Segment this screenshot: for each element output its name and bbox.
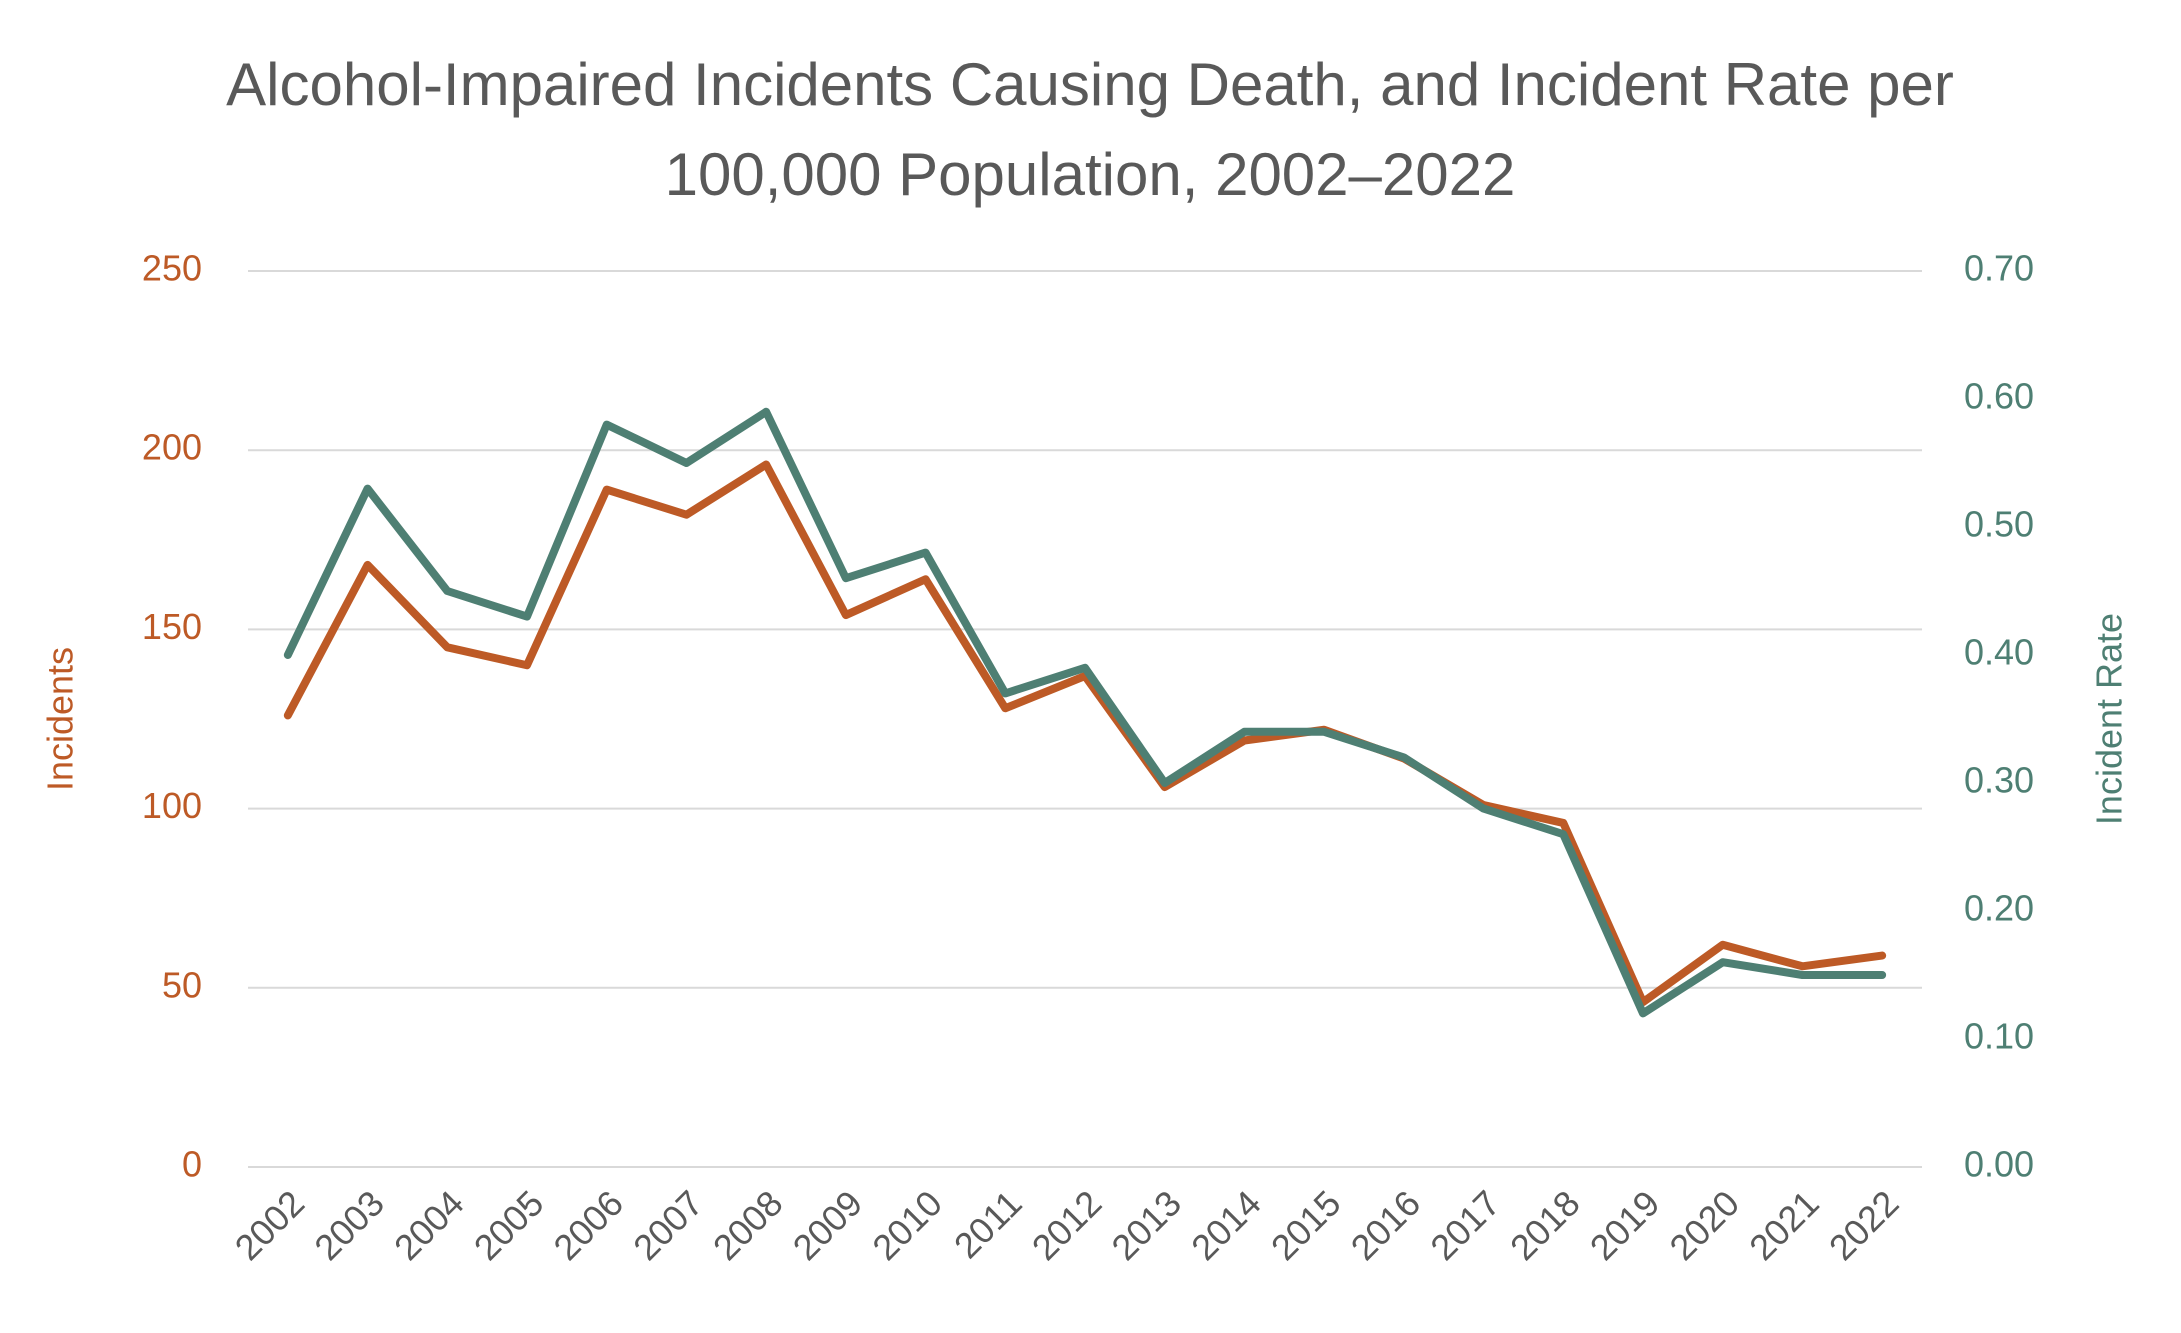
x-tick-label: 2007 bbox=[625, 1182, 711, 1268]
y-tick-label: 50 bbox=[162, 964, 202, 1005]
y2-tick-label: 0.00 bbox=[1964, 1144, 2034, 1185]
x-tick-label: 2013 bbox=[1103, 1182, 1189, 1268]
x-tick-label: 2022 bbox=[1821, 1182, 1907, 1268]
y2-tick-label: 0.60 bbox=[1964, 376, 2034, 417]
y2-tick-label: 0.40 bbox=[1964, 632, 2034, 673]
x-tick-label: 2019 bbox=[1582, 1182, 1668, 1268]
chart-title: Alcohol-Impaired Incidents Causing Death… bbox=[226, 51, 1954, 208]
y-tick-label: 150 bbox=[142, 606, 202, 647]
y2-tick-label: 0.30 bbox=[1964, 760, 2034, 801]
x-tick-label: 2014 bbox=[1183, 1182, 1269, 1268]
y-tick-label: 250 bbox=[142, 248, 202, 289]
x-tick-label: 2009 bbox=[785, 1182, 871, 1268]
series-line bbox=[283, 460, 1887, 1007]
y2-tick-label: 0.70 bbox=[1964, 248, 2034, 289]
x-tick-label: 2008 bbox=[705, 1182, 791, 1268]
y2-tick-label: 0.10 bbox=[1964, 1016, 2034, 1057]
x-tick-label: 2005 bbox=[466, 1182, 552, 1268]
y-tick-label: 100 bbox=[142, 785, 202, 826]
x-tick-label: 2017 bbox=[1422, 1182, 1508, 1268]
series-line bbox=[283, 407, 1887, 1018]
x-tick-label: 2011 bbox=[946, 1182, 1030, 1266]
x-tick-label: 2006 bbox=[545, 1182, 631, 1268]
x-tick-label: 2020 bbox=[1661, 1182, 1747, 1268]
x-tick-label: 2012 bbox=[1024, 1182, 1110, 1268]
x-tick-label: 2004 bbox=[386, 1182, 472, 1268]
y-axis-title: Incidents bbox=[40, 647, 81, 791]
y-tick-label: 0 bbox=[182, 1144, 202, 1185]
y2-tick-label: 0.20 bbox=[1964, 888, 2034, 929]
y2-axis-title: Incident Rate bbox=[2089, 613, 2130, 825]
x-tick-label: 2015 bbox=[1263, 1182, 1349, 1268]
x-tick-label: 2010 bbox=[864, 1182, 950, 1268]
y2-tick-label: 0.50 bbox=[1964, 504, 2034, 545]
x-tick-label: 2016 bbox=[1343, 1182, 1429, 1268]
x-tick-label: 2021 bbox=[1741, 1182, 1827, 1268]
x-tick-label: 2018 bbox=[1502, 1182, 1588, 1268]
y-tick-label: 200 bbox=[142, 427, 202, 468]
x-tick-label: 2003 bbox=[306, 1182, 392, 1268]
x-tick-label: 2002 bbox=[227, 1182, 313, 1268]
